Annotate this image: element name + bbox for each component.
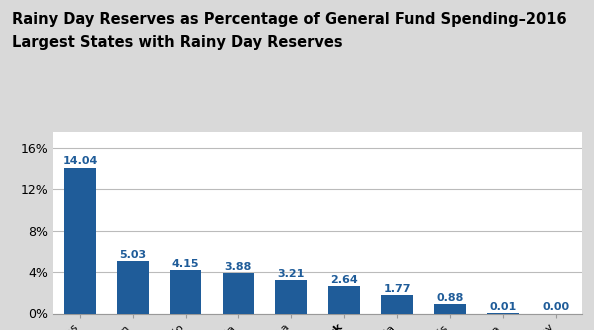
Text: 14.04: 14.04 xyxy=(62,156,97,166)
Text: 0.01: 0.01 xyxy=(489,302,516,312)
Text: 3.88: 3.88 xyxy=(225,262,252,272)
Text: 1.77: 1.77 xyxy=(383,283,411,294)
Text: 4.15: 4.15 xyxy=(172,259,200,269)
Bar xyxy=(276,280,307,314)
Text: 5.03: 5.03 xyxy=(119,250,146,260)
Text: 3.21: 3.21 xyxy=(277,269,305,279)
Bar xyxy=(223,273,254,314)
Text: 2.64: 2.64 xyxy=(330,275,358,284)
Bar xyxy=(381,295,413,313)
Bar xyxy=(64,168,96,314)
Text: 0.88: 0.88 xyxy=(436,293,464,303)
Bar xyxy=(170,271,201,313)
Bar xyxy=(434,304,466,313)
Text: 0.00: 0.00 xyxy=(542,302,569,312)
Text: Rainy Day Reserves as Percentage of General Fund Spending–2016: Rainy Day Reserves as Percentage of Gene… xyxy=(12,12,567,26)
Bar xyxy=(328,286,360,314)
Text: Largest States with Rainy Day Reserves: Largest States with Rainy Day Reserves xyxy=(12,35,343,50)
Bar xyxy=(117,261,148,314)
